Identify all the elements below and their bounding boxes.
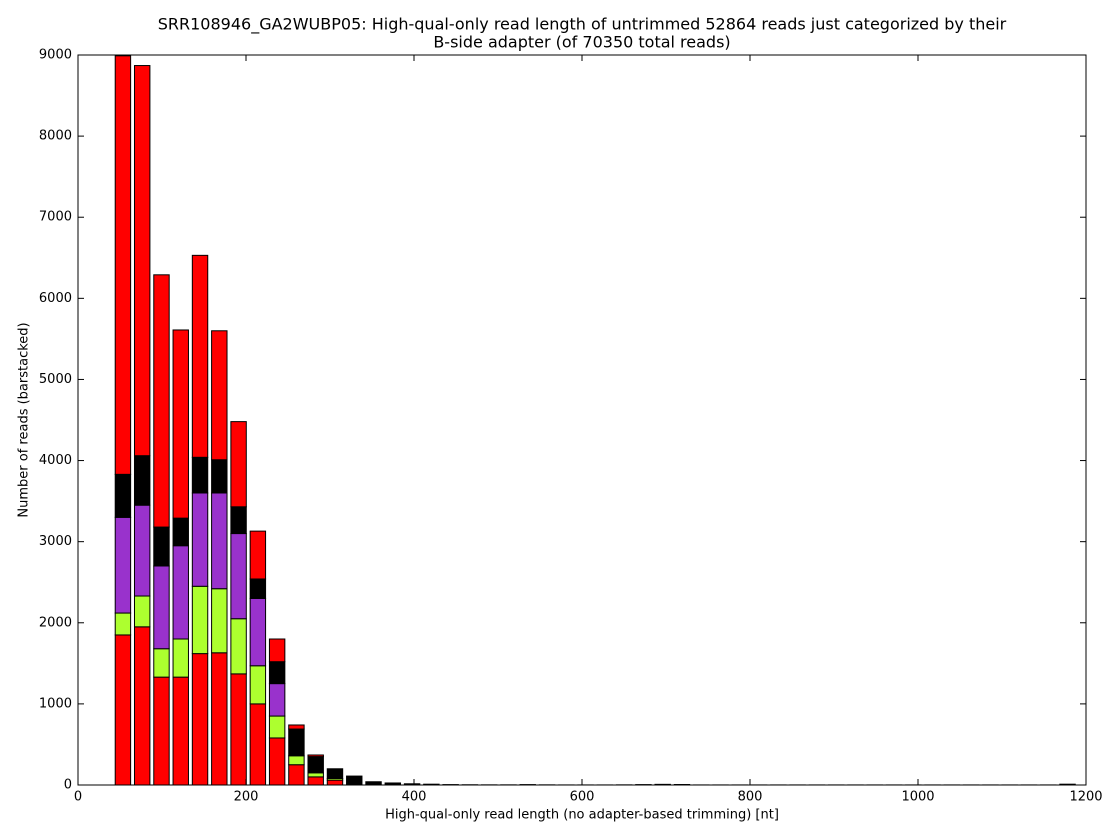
bar-segment bbox=[114, 55, 132, 475]
bar-segment bbox=[191, 653, 209, 786]
bar-segment bbox=[172, 545, 189, 640]
bar-segment bbox=[133, 626, 151, 786]
bar-segment bbox=[249, 578, 267, 599]
y-tick-label: 7000 bbox=[39, 210, 72, 225]
bar-segment bbox=[230, 618, 247, 675]
bar-segment bbox=[249, 703, 267, 786]
bar-segment bbox=[307, 776, 324, 786]
bar-segment bbox=[288, 764, 305, 786]
y-tick-label: 5000 bbox=[39, 372, 72, 387]
bar-segment bbox=[268, 715, 286, 739]
bar-segment bbox=[230, 421, 247, 508]
bar-segment bbox=[133, 595, 151, 628]
bar-segment bbox=[114, 612, 132, 636]
x-tick-label: 800 bbox=[738, 790, 763, 805]
axes: 0 200 400 600 800 1000 1200 0 1000 2000 3000 4000 50… bbox=[39, 48, 1103, 805]
bar-segment bbox=[191, 254, 209, 458]
y-tick-label: 9000 bbox=[39, 48, 72, 63]
bar-segment bbox=[133, 504, 151, 597]
bar-segment bbox=[191, 492, 209, 587]
bar-segment bbox=[191, 585, 209, 655]
bar-segment bbox=[230, 533, 247, 620]
bar-segment bbox=[172, 638, 189, 678]
bar-segment bbox=[230, 506, 247, 535]
bar-segment bbox=[133, 65, 151, 457]
x-tick-label: 600 bbox=[570, 790, 595, 805]
bar-segment bbox=[326, 779, 344, 786]
bar-segment bbox=[114, 634, 132, 786]
bar-segment bbox=[288, 755, 305, 766]
bar-segment bbox=[153, 676, 170, 786]
y-axis-label: Number of reads (barstacked) bbox=[17, 322, 32, 517]
y-tick-label: 4000 bbox=[39, 453, 72, 468]
bar-segment bbox=[211, 459, 228, 494]
y-tick-label: 1000 bbox=[39, 696, 72, 711]
bar-segment bbox=[326, 768, 344, 780]
bar-segment bbox=[307, 772, 324, 778]
chart-title: B-side adapter (of 70350 total reads) bbox=[433, 33, 730, 52]
bar-segment bbox=[249, 597, 267, 667]
x-tick-label: 200 bbox=[234, 790, 259, 805]
bar-segment bbox=[288, 728, 305, 757]
y-tick-label: 6000 bbox=[39, 291, 72, 306]
y-tick-label: 8000 bbox=[39, 129, 72, 144]
bar-segment bbox=[288, 724, 305, 730]
bar-segment bbox=[133, 455, 151, 506]
chart-title: SRR108946_GA2WUBP05: High-qual-only read… bbox=[158, 15, 1007, 35]
plot-frame bbox=[77, 54, 1087, 786]
x-tick-label: 1000 bbox=[901, 790, 934, 805]
bar-segment bbox=[172, 517, 189, 547]
bar-segment bbox=[346, 775, 363, 786]
y-tick-label: 3000 bbox=[39, 534, 72, 549]
bar-segment bbox=[268, 661, 286, 685]
bar-segment bbox=[268, 683, 286, 717]
x-tick-label: 400 bbox=[402, 790, 427, 805]
bar-segment bbox=[114, 473, 132, 518]
bar-segment bbox=[230, 673, 247, 786]
bar-segment bbox=[172, 676, 189, 786]
bar-segment bbox=[307, 756, 324, 774]
bar-segment bbox=[268, 638, 286, 663]
x-tick-label: 0 bbox=[74, 790, 82, 805]
bar-segment bbox=[307, 754, 324, 758]
bar-segment bbox=[211, 492, 228, 590]
bar-segment bbox=[211, 652, 228, 786]
bar-segment bbox=[249, 665, 267, 705]
bar-segment bbox=[153, 526, 170, 567]
bar-segment bbox=[211, 588, 228, 654]
bar-segment bbox=[114, 516, 132, 614]
y-tick-label: 0 bbox=[64, 778, 72, 793]
bar-segment bbox=[153, 274, 170, 528]
x-axis-label: High-qual-only read length (no adapter-b… bbox=[385, 808, 779, 823]
bar-segment bbox=[211, 330, 228, 461]
bar-segment bbox=[153, 565, 170, 650]
x-tick-label: 1200 bbox=[1069, 790, 1102, 805]
bar-segment bbox=[153, 648, 170, 678]
bar-segment bbox=[172, 329, 189, 519]
bar-segment bbox=[268, 737, 286, 786]
y-tick-label: 2000 bbox=[39, 615, 72, 630]
bar-segment bbox=[249, 530, 267, 580]
bar-segment bbox=[191, 456, 209, 494]
